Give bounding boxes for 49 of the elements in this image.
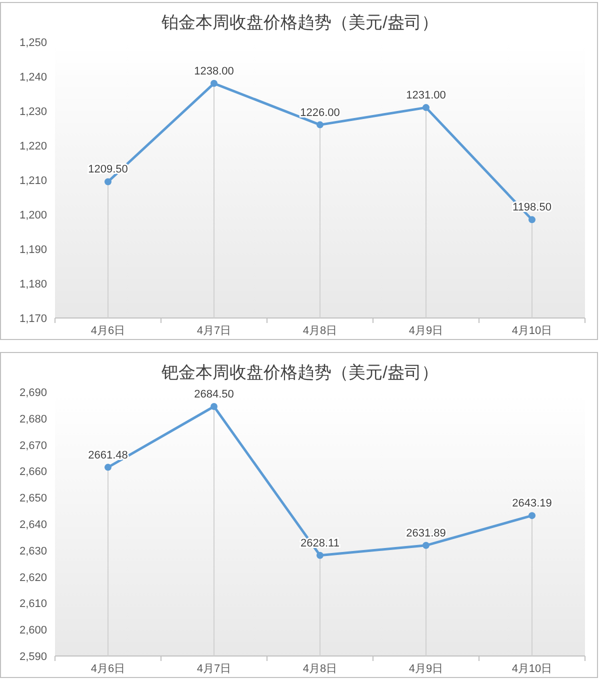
y-tick-label: 1,220 xyxy=(19,140,47,152)
data-label: 2684.50 xyxy=(194,388,234,401)
y-tick-label: 1,230 xyxy=(19,106,47,118)
y-tick-label: 1,180 xyxy=(19,278,47,290)
y-tick-label: 2,600 xyxy=(19,624,47,637)
y-tick-label: 1,200 xyxy=(19,210,47,222)
x-tick-label: 4月9日 xyxy=(408,663,444,675)
y-tick-label: 2,650 xyxy=(19,492,47,505)
y-tick-label: 2,620 xyxy=(19,572,47,584)
y-tick-label: 2,640 xyxy=(19,519,47,531)
y-tick-label: 1,210 xyxy=(19,175,47,187)
chart-title: 铂金本周收盘价格趋势（美元/盎司） xyxy=(160,13,438,32)
y-tick-label: 2,670 xyxy=(19,440,47,452)
data-label: 1226.00 xyxy=(300,106,340,119)
data-label: 1231.00 xyxy=(406,90,446,102)
point xyxy=(104,178,112,186)
x-tick-label: 4月10日 xyxy=(512,325,552,337)
y-tick-label: 2,690 xyxy=(19,387,47,399)
point xyxy=(210,403,218,410)
data-label: 2631.89 xyxy=(406,527,446,540)
x-tick-label: 4月6日 xyxy=(90,325,126,337)
point xyxy=(104,464,112,471)
y-tick-label: 1,240 xyxy=(19,72,47,84)
x-tick-label: 4月7日 xyxy=(196,663,232,675)
data-label: 2643.19 xyxy=(512,498,552,510)
y-tick-label: 1,250 xyxy=(19,37,47,49)
y-tick-label: 2,630 xyxy=(19,545,47,558)
x-tick-label: 4月10日 xyxy=(512,663,552,675)
y-tick-label: 1,190 xyxy=(19,244,47,256)
y-tick-label: 1,170 xyxy=(19,313,47,325)
y-tick-label: 2,660 xyxy=(19,466,47,478)
x-tick-label: 4月8日 xyxy=(302,325,338,337)
y-tick-label: 2,680 xyxy=(19,413,47,426)
y-tick-label: 2,610 xyxy=(19,598,47,610)
x-tick-label: 4月7日 xyxy=(196,325,232,337)
y-tick-label: 2,590 xyxy=(19,651,47,663)
point xyxy=(528,512,536,520)
data-label: 2661.48 xyxy=(88,449,128,462)
x-tick-label: 4月8日 xyxy=(302,663,338,675)
point xyxy=(316,552,324,559)
point xyxy=(528,216,536,224)
data-label: 1238.00 xyxy=(194,65,234,78)
x-tick-label: 4月6日 xyxy=(90,663,126,675)
point xyxy=(422,542,430,549)
point xyxy=(316,121,324,128)
chart-title: 钯金本周收盘价格趋势（美元/盎司） xyxy=(160,363,438,382)
point xyxy=(422,104,430,112)
point xyxy=(210,80,218,87)
x-tick-label: 4月9日 xyxy=(408,325,444,337)
